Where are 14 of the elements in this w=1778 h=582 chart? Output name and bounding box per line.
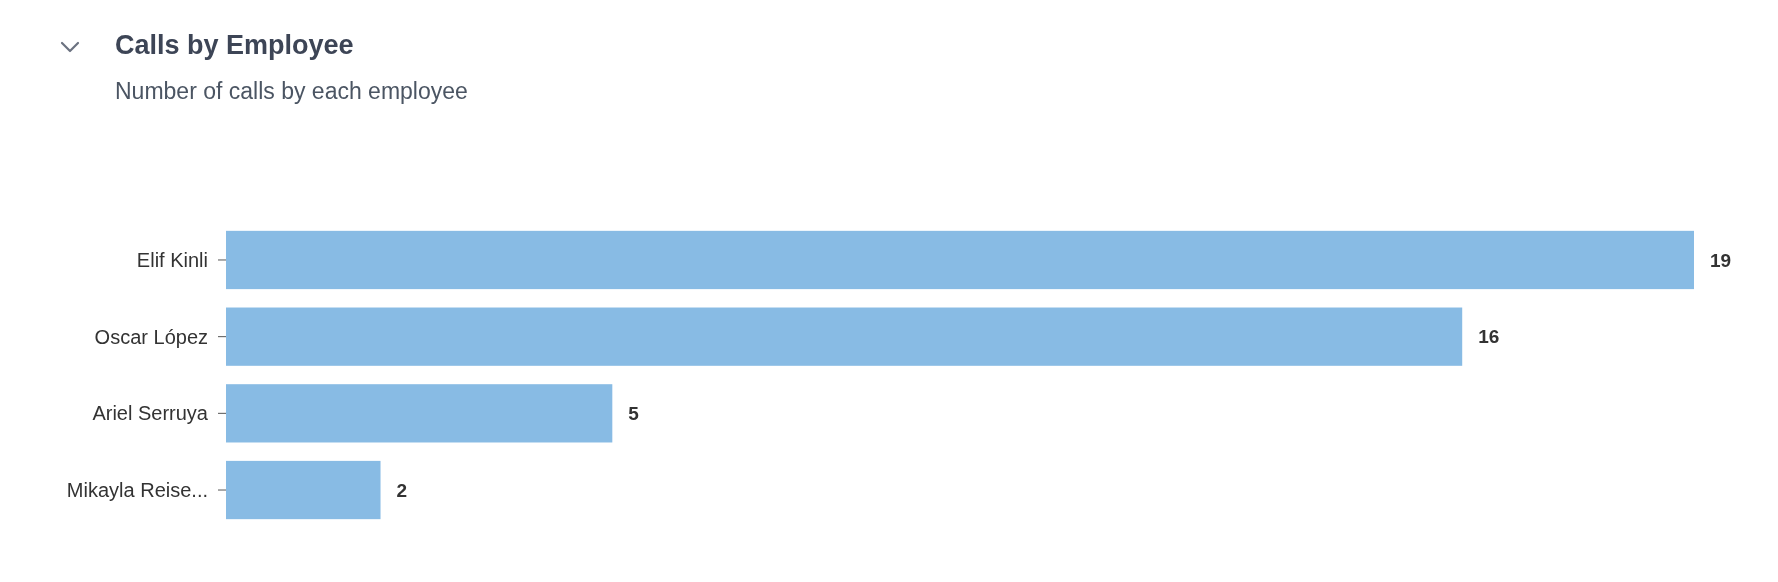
y-tick-label: Mikayla Reise... bbox=[66, 479, 208, 502]
y-tick-label: Elif Kinli bbox=[136, 248, 208, 271]
bar bbox=[226, 307, 1463, 366]
data-label: 16 bbox=[1478, 326, 1500, 348]
data-label: 19 bbox=[1710, 249, 1732, 271]
bar bbox=[226, 230, 1694, 290]
y-tick-label: Ariel Serruya bbox=[92, 402, 209, 425]
chart-title: Calls by Employee bbox=[115, 30, 354, 60]
bar bbox=[226, 384, 613, 443]
data-label: 5 bbox=[628, 402, 640, 424]
bar bbox=[226, 460, 381, 520]
y-tick-label: Oscar López bbox=[94, 325, 208, 348]
data-label: 2 bbox=[396, 479, 408, 501]
chart-subtitle: Number of calls by each employee bbox=[115, 78, 468, 104]
